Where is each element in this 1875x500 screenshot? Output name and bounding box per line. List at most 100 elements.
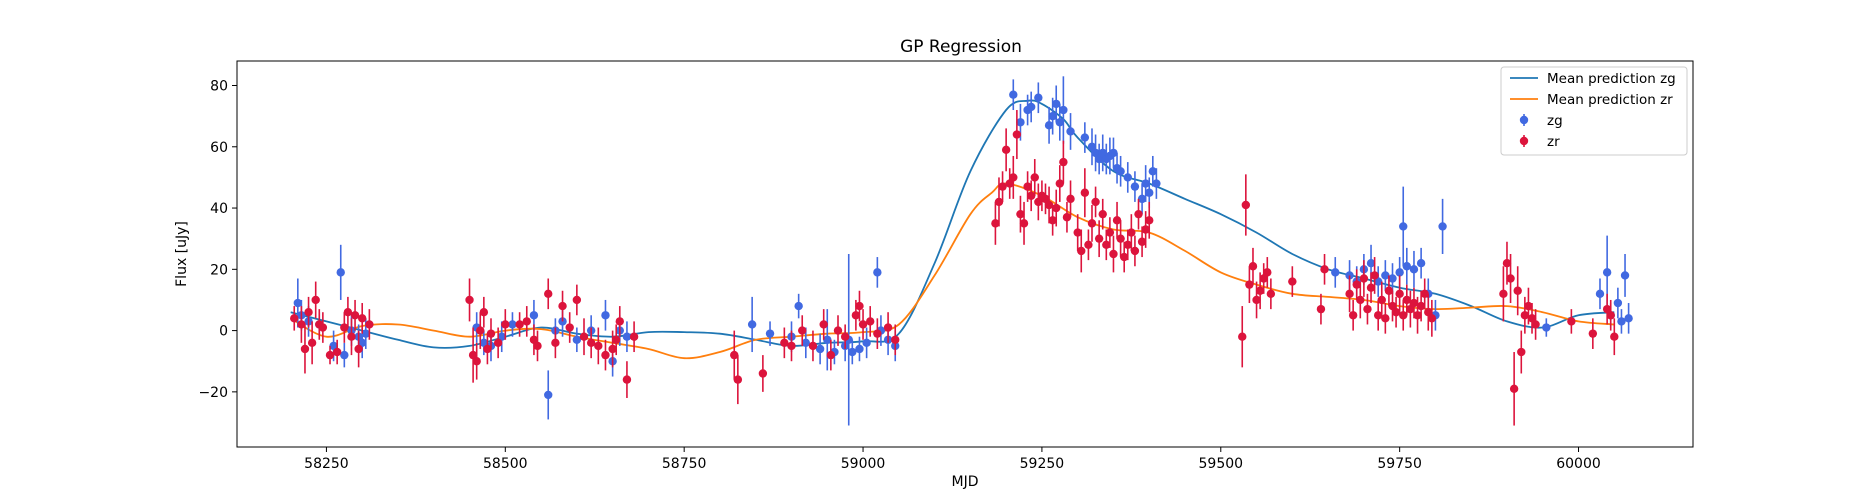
zr-point xyxy=(350,311,360,320)
zr-point xyxy=(1402,295,1412,305)
zr-point xyxy=(826,350,836,360)
zr-point xyxy=(1052,203,1061,213)
zg-point xyxy=(1044,121,1054,130)
zg-point xyxy=(1130,182,1140,191)
zr-point xyxy=(1527,314,1537,323)
zr-point xyxy=(1348,311,1358,320)
zr-point xyxy=(1109,249,1118,259)
zr-point xyxy=(601,350,610,360)
x-tick-label: 58750 xyxy=(662,456,707,472)
zg-point xyxy=(1009,90,1018,99)
zg-point xyxy=(1034,93,1043,102)
zr-point xyxy=(622,375,632,384)
zr-point xyxy=(1016,209,1025,219)
zr-point xyxy=(1041,194,1050,204)
zr-point xyxy=(1130,246,1140,256)
zr-point xyxy=(865,317,875,326)
zr-point xyxy=(1266,289,1276,299)
x-tick-label: 58500 xyxy=(483,456,528,472)
zg-point xyxy=(479,338,489,348)
zg-point xyxy=(336,268,345,277)
mean-prediction-lines xyxy=(290,99,1615,360)
legend-point-swatch xyxy=(1519,136,1529,146)
zr-point xyxy=(1316,304,1326,314)
zr-point xyxy=(544,289,553,299)
zg-point xyxy=(1059,105,1068,115)
y-axis-label: Flux [uJy] xyxy=(174,221,190,287)
legend-box xyxy=(1500,66,1688,156)
zg-point xyxy=(1595,289,1605,299)
series-zr xyxy=(290,110,1619,426)
zr-point xyxy=(476,326,485,335)
zr-point xyxy=(1077,246,1086,256)
zr-point xyxy=(1059,157,1068,167)
zr-point xyxy=(1413,311,1422,320)
zr-point xyxy=(608,344,617,354)
zr-point xyxy=(1062,213,1072,222)
zr-point xyxy=(758,369,768,378)
zr-point xyxy=(304,308,313,317)
y-tick-label: 60 xyxy=(210,140,228,156)
zg-point xyxy=(862,338,871,348)
zr-point xyxy=(1127,228,1136,237)
zr-point xyxy=(343,308,353,317)
zr-point xyxy=(808,341,818,351)
legend-point-swatch xyxy=(1519,115,1529,125)
zr-point xyxy=(1499,289,1508,299)
zr-point xyxy=(1606,311,1615,320)
zr-point xyxy=(1055,179,1065,188)
x-axis-ticks: 58250 58500 58750 59000 59250 59500 59750 60000 xyxy=(304,447,1601,472)
zg-point xyxy=(1109,148,1118,158)
zr-point xyxy=(1044,200,1054,210)
zr-point xyxy=(1420,289,1429,299)
zr-point xyxy=(1073,228,1082,237)
zg-point xyxy=(1137,194,1147,204)
zr-point xyxy=(1080,188,1090,197)
zr-point xyxy=(1424,308,1433,317)
zr-point xyxy=(483,344,492,354)
zg-point xyxy=(1409,265,1419,274)
zr-point xyxy=(472,357,481,366)
zr-point xyxy=(1123,240,1132,250)
zg-point xyxy=(1145,188,1154,197)
zr-point xyxy=(479,308,489,317)
zr-point xyxy=(1026,191,1036,200)
zr-point xyxy=(833,326,843,335)
zg-point xyxy=(747,320,757,329)
zr-point xyxy=(1119,252,1129,262)
zr-point xyxy=(1066,194,1075,204)
zr-point xyxy=(1034,197,1043,207)
zr-point xyxy=(572,295,582,305)
observation-points xyxy=(290,76,1633,426)
zr-point xyxy=(1259,274,1268,283)
zr-point xyxy=(340,323,349,332)
zr-point xyxy=(565,323,574,332)
y-tick-label: 80 xyxy=(210,79,228,95)
zr-point xyxy=(1395,289,1404,299)
zg-point xyxy=(1091,148,1100,158)
zr-point xyxy=(1137,237,1147,246)
zg-point xyxy=(358,338,367,348)
zg-point xyxy=(1399,222,1408,231)
zr-point xyxy=(994,197,1004,207)
zr-point xyxy=(1087,219,1097,228)
zg-point xyxy=(823,335,832,344)
zr-point xyxy=(1520,311,1530,320)
zr-point xyxy=(1263,268,1272,277)
legend-label: zg xyxy=(1547,113,1563,129)
zg-point xyxy=(801,338,811,348)
zr-point xyxy=(533,341,542,351)
zg-point xyxy=(1331,268,1340,277)
zr-point xyxy=(1105,228,1115,237)
zg-point xyxy=(1048,111,1057,121)
zr-point xyxy=(1531,320,1540,329)
zr-point xyxy=(612,335,621,344)
zg-point xyxy=(329,341,338,351)
plot-frame xyxy=(236,60,1694,448)
zr-point xyxy=(1141,225,1150,234)
zg-point xyxy=(1026,102,1036,112)
x-tick-label: 59500 xyxy=(1199,456,1244,472)
zg-point xyxy=(1402,262,1412,271)
zg-point xyxy=(361,329,370,338)
